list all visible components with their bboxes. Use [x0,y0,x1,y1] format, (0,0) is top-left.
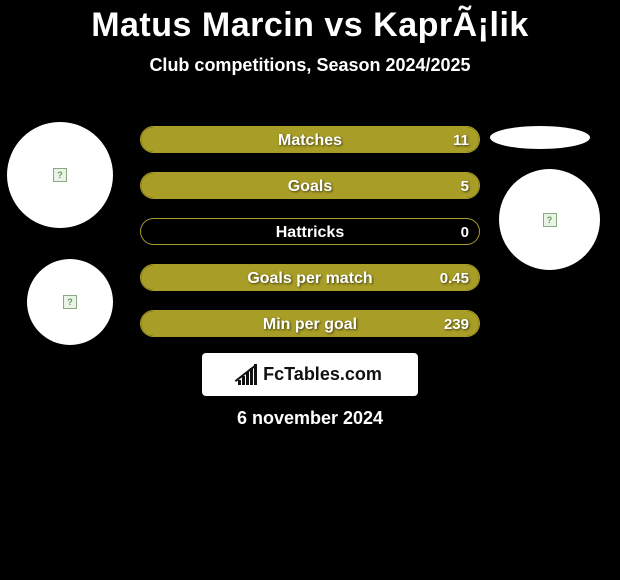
stat-bar: Goals5 [140,172,480,199]
page-subtitle: Club competitions, Season 2024/2025 [0,55,620,76]
stat-bar-label: Goals per match [141,265,479,291]
page-title: Matus Marcin vs KaprÃ¡lik [0,0,620,45]
stat-bar-label: Hattricks [141,219,479,245]
stat-bar-label: Goals [141,173,479,199]
stat-bar: Hattricks0 [140,218,480,245]
branding-text: FcTables.com [263,364,382,385]
player-circle-bottom-left: ? [27,259,113,345]
stat-bar-value: 239 [444,311,469,337]
player-ellipse-top-right [490,126,590,149]
image-placeholder-icon: ? [53,168,67,182]
player-circle-right: ? [499,169,600,270]
stat-bar: Goals per match0.45 [140,264,480,291]
stat-bar: Min per goal239 [140,310,480,337]
stat-bar-value: 5 [461,173,469,199]
stat-bar-value: 11 [453,127,469,153]
image-placeholder-icon: ? [543,213,557,227]
stat-bar-label: Matches [141,127,479,153]
stat-bar-value: 0.45 [440,265,469,291]
player-circle-top-left: ? [7,122,113,228]
branding-chart-icon [238,364,257,385]
stat-bar-value: 0 [461,219,469,245]
stat-bars: Matches11 Goals5 Hattricks0 Goals per match… [140,126,480,356]
stat-bar-label: Min per goal [141,311,479,337]
date-label: 6 november 2024 [0,408,620,429]
stat-bar: Matches11 [140,126,480,153]
branding-box: FcTables.com [202,353,418,396]
image-placeholder-icon: ? [63,295,77,309]
